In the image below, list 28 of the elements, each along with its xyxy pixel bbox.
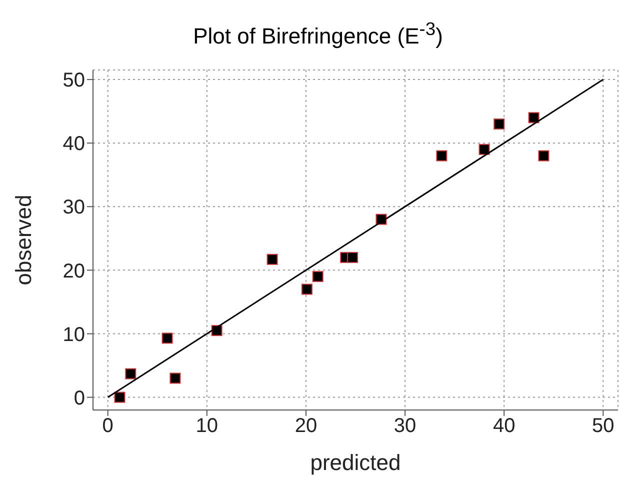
point bbox=[162, 332, 173, 344]
x-tick-label: 20 bbox=[294, 415, 318, 438]
point bbox=[114, 392, 126, 403]
y-tick-label: 40 bbox=[62, 133, 85, 156]
y-tick-label: 30 bbox=[62, 196, 85, 219]
point bbox=[125, 368, 136, 380]
x-tick-label: 10 bbox=[196, 415, 218, 438]
y-axis-title: observed bbox=[10, 194, 36, 286]
x-tick-label: 0 bbox=[102, 415, 114, 438]
y-tick-label: 0 bbox=[74, 387, 85, 410]
y-tick-label: 50 bbox=[62, 70, 85, 92]
point bbox=[494, 118, 505, 130]
x-tick-label: 50 bbox=[592, 415, 614, 438]
point bbox=[301, 284, 312, 295]
x-axis-title: predicted bbox=[310, 450, 401, 475]
point bbox=[266, 254, 278, 265]
point bbox=[538, 150, 550, 162]
point bbox=[347, 252, 358, 263]
y-tick-label: 20 bbox=[62, 260, 85, 282]
point bbox=[528, 112, 540, 124]
point bbox=[478, 144, 490, 155]
y-tick-label: 10 bbox=[62, 324, 85, 346]
x-tick-label: 30 bbox=[394, 415, 416, 438]
chart-title: Plot of Birefringence (E$^{-3}$) bbox=[192, 17, 444, 50]
point bbox=[436, 150, 448, 162]
point bbox=[170, 372, 181, 384]
point bbox=[312, 271, 324, 282]
x-tick-label: 40 bbox=[492, 415, 516, 438]
